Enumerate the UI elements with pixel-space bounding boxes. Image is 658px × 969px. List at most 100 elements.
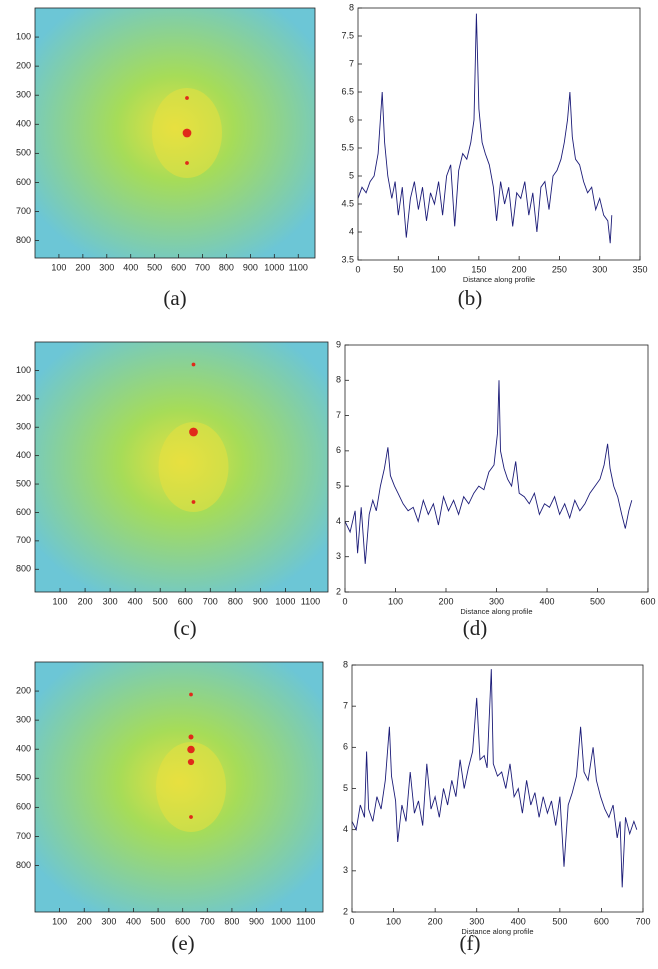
x-tick-label: 100 <box>386 916 401 926</box>
y-tick-label: 2 <box>336 586 341 596</box>
x-tick-label: 1100 <box>301 596 320 606</box>
x-tick-label: 0 <box>342 596 347 606</box>
x-tick-label: 300 <box>489 596 504 606</box>
x-tick-label: 400 <box>126 916 141 926</box>
spectrum-peak <box>189 815 193 819</box>
y-tick-label: 400 <box>16 744 31 754</box>
caption: (d) <box>463 616 488 640</box>
x-tick-label: 200 <box>75 262 90 272</box>
x-tick-label: 0 <box>355 264 360 274</box>
y-tick-label: 6 <box>343 742 348 752</box>
spectrum-glow <box>156 742 226 832</box>
line-panel: Distance along profile 0 100 200 300 400 500 60… <box>343 659 651 954</box>
spectrum-peak <box>182 128 192 138</box>
x-tick-label: 500 <box>590 596 605 606</box>
x-tick-label: 400 <box>128 596 143 606</box>
x-tick-label: 100 <box>388 596 403 606</box>
caption: (f) <box>460 931 481 955</box>
y-tick-label: 8 <box>343 659 348 669</box>
spectrum-peak <box>191 362 196 367</box>
x-tick-label: 200 <box>77 916 92 926</box>
x-tick-label: 1000 <box>275 596 295 606</box>
caption: (b) <box>458 286 483 310</box>
caption: (a) <box>163 286 186 310</box>
profile-line <box>351 669 638 888</box>
plot-area <box>358 8 640 260</box>
plot-area <box>345 345 648 592</box>
x-tick-label: 800 <box>224 916 239 926</box>
y-tick-label: 3.5 <box>341 254 354 264</box>
line-panel: Distance along profile 0 100 200 300 400 500 60… <box>336 339 656 639</box>
x-tick-label: 100 <box>431 264 446 274</box>
x-tick-label: 800 <box>228 596 243 606</box>
y-tick-label: 7.5 <box>341 30 354 40</box>
axes-frame <box>34 7 316 259</box>
profile-line <box>344 380 633 564</box>
y-tick-label: 2 <box>343 906 348 916</box>
y-tick-label: 800 <box>16 564 31 574</box>
y-tick-label: 800 <box>16 235 31 245</box>
x-tick-label: 900 <box>249 916 264 926</box>
x-tick-label: 100 <box>53 596 68 606</box>
y-tick-label: 600 <box>16 177 31 187</box>
y-tick-label: 5 <box>343 783 348 793</box>
y-tick-label: 6 <box>336 445 341 455</box>
heatmap-panel: 100 200 300 400 500 600 700 800 900 1000 1100 100 20… <box>16 7 316 310</box>
x-tick-label: 250 <box>552 264 567 274</box>
x-tick-label: 100 <box>52 916 67 926</box>
x-tick-label: 100 <box>51 262 66 272</box>
x-tick-label: 0 <box>349 916 354 926</box>
y-tick-label: 5 <box>336 481 341 491</box>
y-tick-label: 9 <box>336 339 341 349</box>
x-tick-label: 600 <box>171 262 186 272</box>
y-tick-label: 300 <box>16 90 31 100</box>
caption: (c) <box>173 616 196 640</box>
x-tick-label: 600 <box>178 596 193 606</box>
y-tick-label: 5 <box>349 170 354 180</box>
x-tick-label: 900 <box>243 262 258 272</box>
x-tick-label: 600 <box>594 916 609 926</box>
plot-area <box>352 665 643 912</box>
y-tick-label: 7 <box>336 410 341 420</box>
x-tick-label: 700 <box>200 916 215 926</box>
x-tick-label: 1100 <box>296 916 315 926</box>
x-tick-label: 900 <box>253 596 268 606</box>
x-axis-label: Distance along profile <box>461 927 533 936</box>
x-tick-label: 700 <box>203 596 218 606</box>
x-tick-label: 700 <box>195 262 210 272</box>
y-tick-label: 4 <box>343 824 348 834</box>
y-tick-label: 7 <box>349 58 354 68</box>
spectrum-peak <box>189 692 193 697</box>
x-tick-label: 400 <box>539 596 554 606</box>
x-tick-label: 500 <box>147 262 162 272</box>
y-tick-label: 400 <box>16 450 31 460</box>
y-tick-label: 500 <box>16 478 31 488</box>
spectrum-glow <box>158 422 229 512</box>
x-tick-label: 350 <box>632 264 647 274</box>
spectrum-peak <box>188 734 194 740</box>
x-axis-label: Distance along profile <box>463 275 535 284</box>
y-tick-label: 600 <box>16 802 31 812</box>
x-tick-label: 200 <box>428 916 443 926</box>
y-tick-label: 500 <box>16 773 31 783</box>
caption: (e) <box>171 931 194 955</box>
spectrum-peak <box>187 758 195 766</box>
x-tick-label: 400 <box>123 262 138 272</box>
spectrum-peak <box>185 161 189 165</box>
x-tick-label: 500 <box>151 916 166 926</box>
y-tick-label: 7 <box>343 701 348 711</box>
y-tick-label: 8 <box>336 375 341 385</box>
y-tick-label: 6.5 <box>341 86 354 96</box>
spectrum-peak <box>191 500 196 504</box>
x-tick-label: 700 <box>635 916 650 926</box>
axes-frame <box>357 7 641 261</box>
y-tick-label: 4.5 <box>341 198 354 208</box>
y-tick-label: 700 <box>16 535 31 545</box>
x-tick-label: 1000 <box>264 262 284 272</box>
y-tick-label: 3 <box>336 551 341 561</box>
spectrum-peak <box>189 427 198 437</box>
y-tick-label: 300 <box>16 422 31 432</box>
x-tick-label: 200 <box>78 596 93 606</box>
x-axis-label: Distance along profile <box>460 607 532 616</box>
